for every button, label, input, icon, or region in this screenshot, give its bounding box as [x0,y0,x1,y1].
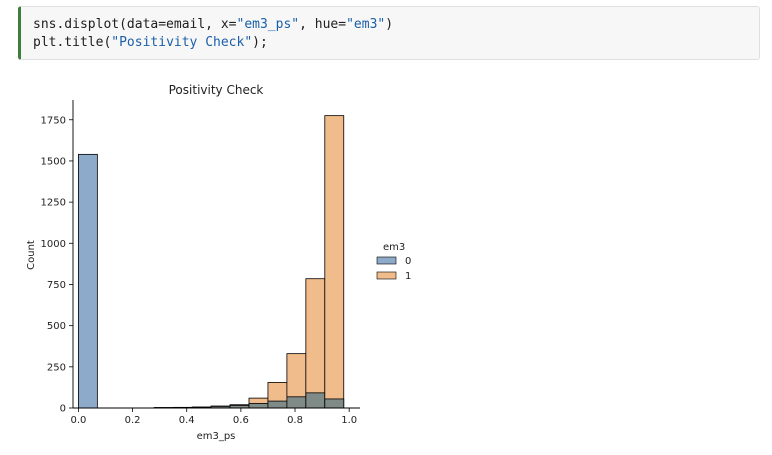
legend-title: em3 [383,242,405,253]
code-line: plt.title("Positivity Check"); [33,35,268,50]
code-string: "Positivity Check" [111,35,252,50]
legend-label-1: 1 [405,271,411,282]
legend-swatch-1 [377,272,396,279]
code-token: ); [252,35,268,50]
code-string: "em3_ps" [237,17,300,32]
chart-title: Positivity Check [169,83,264,97]
code-token: plt.title( [33,35,111,50]
code-string: "em3" [346,17,385,32]
bar-em3-1 [325,116,344,408]
y-tick-label: 1000 [41,239,66,250]
y-tick-label: 1750 [41,115,66,126]
x-tick-label: 0.0 [70,415,86,426]
code-text[interactable]: sns.displot(data=email, x="em3_ps", hue=… [33,16,393,52]
y-tick-label: 0 [60,404,66,415]
x-tick-label: 0.8 [287,415,303,426]
code-token: sns.displot(data=email, x= [33,17,237,32]
bar-overlap [306,393,325,408]
bar-em3-0 [78,154,97,408]
bars-group [78,116,343,408]
bar-overlap [268,401,287,408]
y-tick-label: 750 [47,280,66,291]
legend: em3 0 1 [377,242,411,282]
legend-label-0: 0 [405,256,411,267]
code-token: ) [385,17,393,32]
x-tick-label: 0.6 [233,415,249,426]
legend-swatch-0 [377,257,396,264]
y-axis-label: Count [26,240,37,270]
y-tick-label: 1500 [41,156,66,167]
bar-em3-1 [306,279,325,408]
bar-overlap [249,403,268,408]
bar-overlap [287,397,306,408]
x-tick-label: 1.0 [341,415,357,426]
output-area: Positivity Check 0 250 500 750 1000 1250 1500 1… [0,70,772,451]
code-token: , hue= [299,17,346,32]
x-tick-label: 0.2 [125,415,141,426]
code-cell[interactable]: sns.displot(data=email, x="em3_ps", hue=… [18,6,760,60]
code-line: sns.displot(data=email, x="em3_ps", hue=… [33,17,393,32]
y-tick-label: 500 [47,321,66,332]
histogram-chart: Positivity Check 0 250 500 750 1000 1250 1500 1… [0,70,772,451]
y-tick-label: 1250 [41,198,66,209]
bar-overlap [325,399,344,408]
x-tick-label: 0.4 [179,415,195,426]
x-axis-label: em3_ps [197,431,236,442]
y-tick-label: 250 [47,362,66,373]
